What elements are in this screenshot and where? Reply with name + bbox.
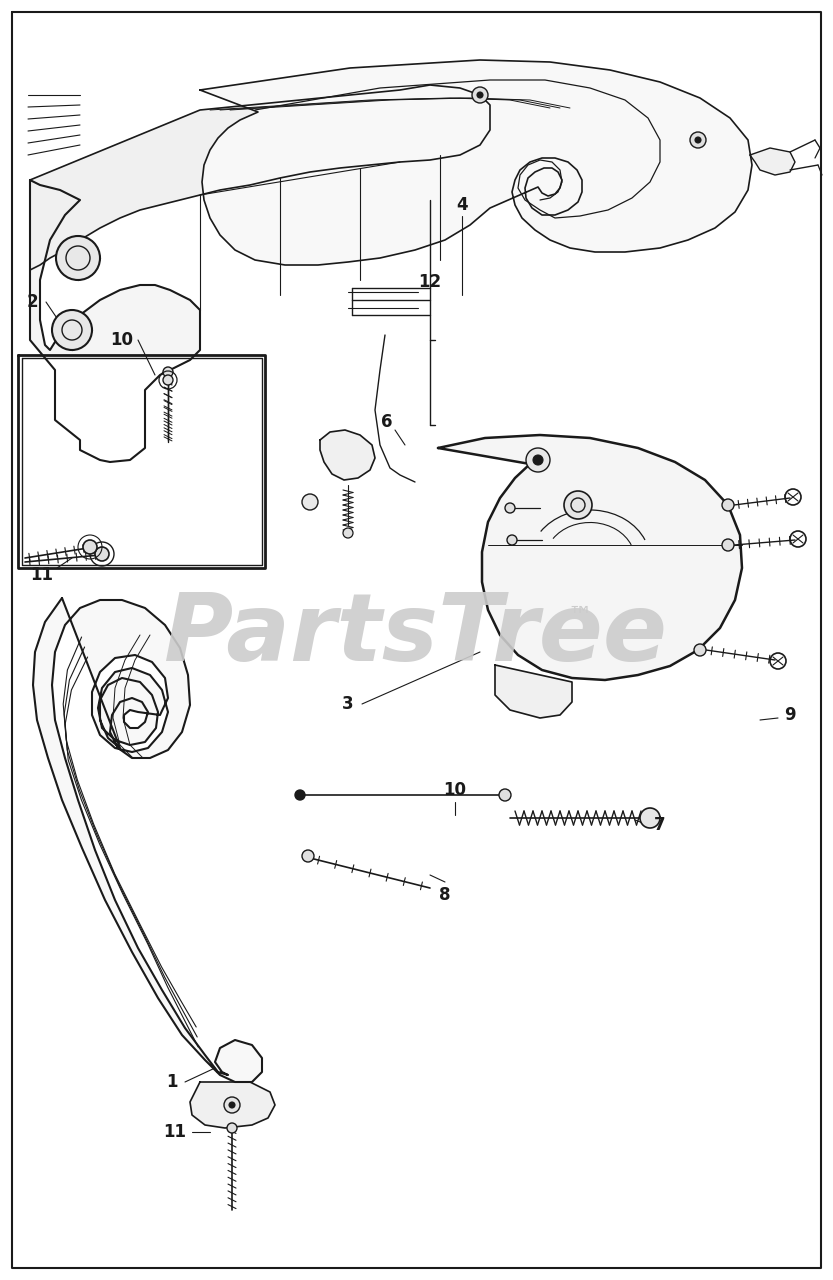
Circle shape xyxy=(499,788,511,801)
Circle shape xyxy=(52,310,92,349)
Circle shape xyxy=(695,137,701,143)
Circle shape xyxy=(95,547,109,561)
Polygon shape xyxy=(438,435,742,680)
Circle shape xyxy=(472,87,488,102)
Text: 11: 11 xyxy=(163,1123,187,1140)
Polygon shape xyxy=(30,180,200,462)
Polygon shape xyxy=(495,666,572,718)
Circle shape xyxy=(507,535,517,545)
Circle shape xyxy=(694,644,706,657)
Text: 4: 4 xyxy=(456,196,468,214)
Circle shape xyxy=(505,503,515,513)
Text: 8: 8 xyxy=(439,886,451,904)
Circle shape xyxy=(302,494,318,509)
Text: 6: 6 xyxy=(382,413,392,431)
Circle shape xyxy=(56,236,100,280)
Polygon shape xyxy=(33,598,262,1082)
Circle shape xyxy=(227,1123,237,1133)
Circle shape xyxy=(477,92,483,99)
Text: ™: ™ xyxy=(567,605,592,628)
Circle shape xyxy=(690,132,706,148)
Text: 11: 11 xyxy=(31,566,53,584)
Circle shape xyxy=(722,539,734,550)
Circle shape xyxy=(295,790,305,800)
Polygon shape xyxy=(750,148,795,175)
Text: 7: 7 xyxy=(654,817,666,835)
Circle shape xyxy=(722,499,734,511)
Circle shape xyxy=(83,540,97,554)
Circle shape xyxy=(229,1102,235,1108)
Circle shape xyxy=(163,375,173,385)
Text: PartsTree: PartsTree xyxy=(163,589,667,681)
Circle shape xyxy=(343,529,353,538)
Text: 3: 3 xyxy=(342,695,354,713)
Circle shape xyxy=(640,808,660,828)
Circle shape xyxy=(302,850,314,861)
Circle shape xyxy=(163,367,173,378)
Polygon shape xyxy=(190,1082,275,1128)
Circle shape xyxy=(564,492,592,518)
Text: 10: 10 xyxy=(443,781,466,799)
Text: 9: 9 xyxy=(784,707,796,724)
Polygon shape xyxy=(18,355,265,568)
Circle shape xyxy=(224,1097,240,1114)
Text: 2: 2 xyxy=(26,293,37,311)
Text: 1: 1 xyxy=(167,1073,177,1091)
Polygon shape xyxy=(200,60,752,265)
Text: 12: 12 xyxy=(418,273,441,291)
Circle shape xyxy=(526,448,550,472)
Polygon shape xyxy=(320,430,375,480)
Polygon shape xyxy=(30,84,490,270)
Text: 10: 10 xyxy=(111,332,133,349)
Circle shape xyxy=(533,454,543,465)
